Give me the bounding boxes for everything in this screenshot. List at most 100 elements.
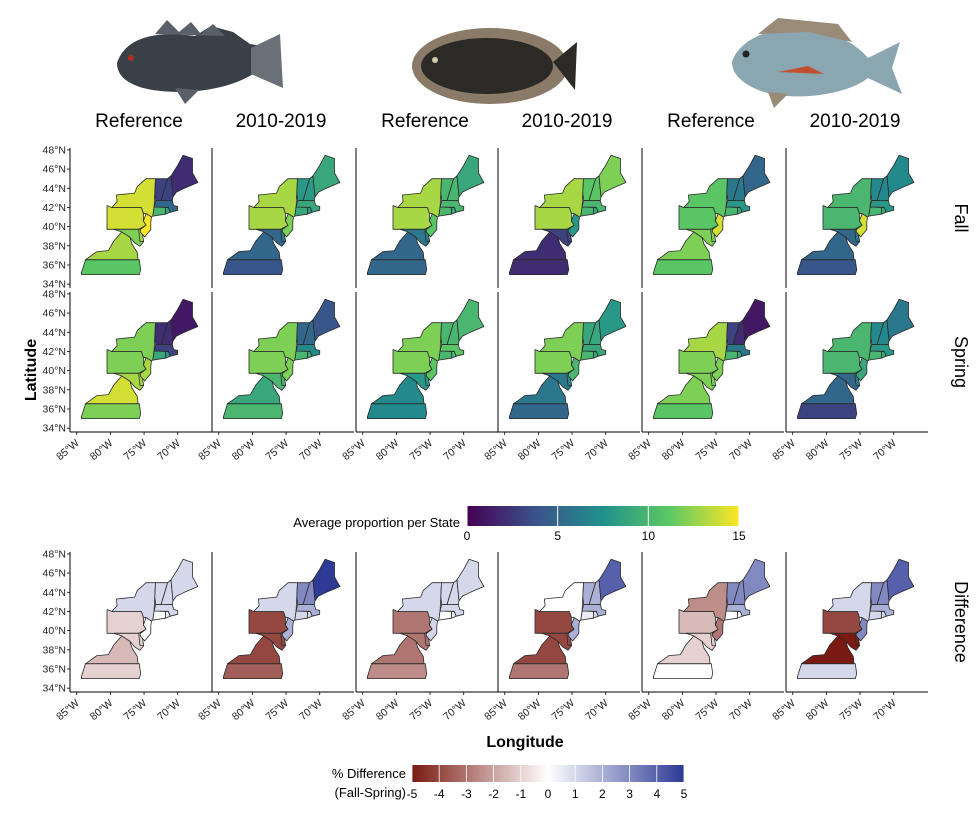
state-vt (296, 582, 311, 605)
state-me (598, 154, 627, 198)
x-tick-label: 80°W (88, 437, 116, 463)
state-nc (81, 663, 142, 679)
state-me (456, 558, 485, 602)
state-ct (438, 206, 453, 217)
x-tick-label: 75°W (122, 697, 150, 723)
column-title-2: 2010-2019 (236, 111, 327, 132)
state-pa (106, 609, 147, 634)
state-nj (281, 617, 294, 642)
state-pa (534, 205, 575, 230)
state-vt (154, 178, 169, 201)
y-tick-label: 42°N (43, 202, 66, 214)
map-panel-fall-5 (641, 148, 771, 288)
x-tick-label: 70°W (871, 697, 899, 723)
state-pa (392, 349, 433, 374)
state-nj (425, 213, 438, 238)
map-panel-fall-4 (497, 148, 627, 288)
x-tick-label: 80°W (804, 437, 832, 463)
column-title-5: Reference (667, 111, 755, 132)
state-nc (222, 259, 284, 276)
difference-legend-tick-label: 4 (653, 787, 660, 801)
x-tick-label: 80°W (230, 437, 258, 463)
state-ct (294, 350, 309, 361)
y-tick-label: 42°N (43, 606, 66, 618)
proportion-legend-ticks: 0 5 10 15 (464, 506, 746, 543)
y-axis-title: Latitude (23, 339, 40, 401)
x-tick-label: 70°W (441, 697, 469, 723)
state-vt (870, 178, 884, 201)
state-pa (248, 205, 289, 230)
state-me (742, 558, 771, 602)
x-tick-label: 85°W (340, 697, 368, 723)
map-panel-difference-1 (69, 552, 212, 693)
state-vt (582, 582, 596, 605)
y-tick-label: 42°N (43, 346, 66, 358)
state-me (742, 298, 771, 342)
state-me (598, 558, 627, 602)
difference-legend-title-line2: (Fall-Spring) (334, 785, 406, 800)
map-panel-difference-3 (355, 552, 498, 693)
y-tick-label: 46°N (43, 568, 66, 580)
state-me (312, 154, 341, 198)
state-ct (294, 610, 309, 621)
state-nj (139, 213, 152, 238)
state-nj (425, 357, 438, 382)
map-panel-spring-2 (211, 292, 354, 433)
state-pa (248, 609, 289, 634)
state-vt (154, 582, 169, 605)
x-tick-label: 80°W (804, 697, 832, 723)
x-tick-label: 75°W (838, 697, 866, 723)
map-panel-spring-6 (785, 292, 928, 433)
proportion-legend-tick-label: 5 (554, 529, 561, 543)
state-me (170, 558, 199, 602)
state-me (742, 154, 771, 198)
state-vt (726, 178, 740, 201)
x-tick-label: 85°W (54, 437, 82, 463)
state-pa (534, 349, 575, 374)
x-tick-label: 85°W (196, 437, 224, 463)
difference-legend-tick-label: -5 (407, 787, 418, 801)
state-me (598, 298, 627, 342)
state-pa (822, 609, 863, 634)
row-strips: Fall Spring Difference (951, 203, 971, 662)
y-tick-label: 40°N (43, 365, 66, 377)
proportion-legend-bar (467, 506, 739, 526)
state-nc (653, 259, 714, 276)
state-vt (870, 322, 884, 345)
x-tick-label: 70°W (727, 697, 755, 723)
x-tick-label: 70°W (297, 437, 325, 463)
state-ct (724, 206, 738, 217)
state-nc (797, 663, 858, 679)
state-ct (438, 350, 453, 361)
x-tick-label: 85°W (196, 697, 224, 723)
state-nj (567, 617, 580, 642)
state-nj (711, 213, 724, 238)
difference-legend: % Difference (Fall-Spring) -5 -4 -3 -2 -1 0 1 2… (332, 765, 688, 801)
state-nj (567, 213, 580, 238)
x-tick-label: 80°W (516, 697, 544, 723)
row-label-fall: Fall (951, 203, 971, 232)
x-tick-label: 85°W (482, 437, 510, 463)
difference-legend-tick-label: -1 (515, 787, 526, 801)
state-me (456, 298, 485, 342)
state-nj (139, 357, 152, 382)
state-nc (366, 259, 428, 276)
state-me (886, 558, 915, 602)
x-axis-title: Longitude (486, 734, 563, 751)
state-me (886, 154, 915, 198)
x-tick-label: 70°W (727, 437, 755, 463)
state-me (886, 298, 915, 342)
x-tick-label: 75°W (550, 697, 578, 723)
y-tick-label: 38°N (43, 384, 66, 396)
proportion-legend-tick-label: 0 (464, 529, 471, 543)
x-tick-label: 70°W (155, 437, 183, 463)
state-vt (726, 582, 740, 605)
y-tick-label: 44°N (43, 327, 66, 339)
state-nj (567, 357, 580, 382)
map-panel-spring-5 (641, 292, 784, 433)
x-tick-label: 70°W (871, 437, 899, 463)
x-tick-label: 80°W (516, 437, 544, 463)
state-nc (797, 403, 858, 420)
x-tick-label: 80°W (660, 697, 688, 723)
black-sea-bass-icon (117, 20, 283, 104)
